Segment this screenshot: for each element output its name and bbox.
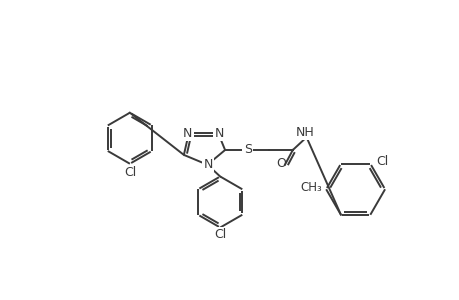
Text: N: N (183, 127, 192, 140)
Text: NH: NH (296, 126, 314, 139)
Text: Cl: Cl (213, 228, 226, 241)
Text: N: N (203, 158, 213, 171)
Text: Cl: Cl (123, 166, 136, 179)
Text: S: S (243, 143, 251, 157)
Text: Cl: Cl (375, 155, 388, 168)
Text: O: O (275, 157, 285, 170)
Text: CH₃: CH₃ (300, 181, 322, 194)
Text: N: N (214, 127, 224, 140)
